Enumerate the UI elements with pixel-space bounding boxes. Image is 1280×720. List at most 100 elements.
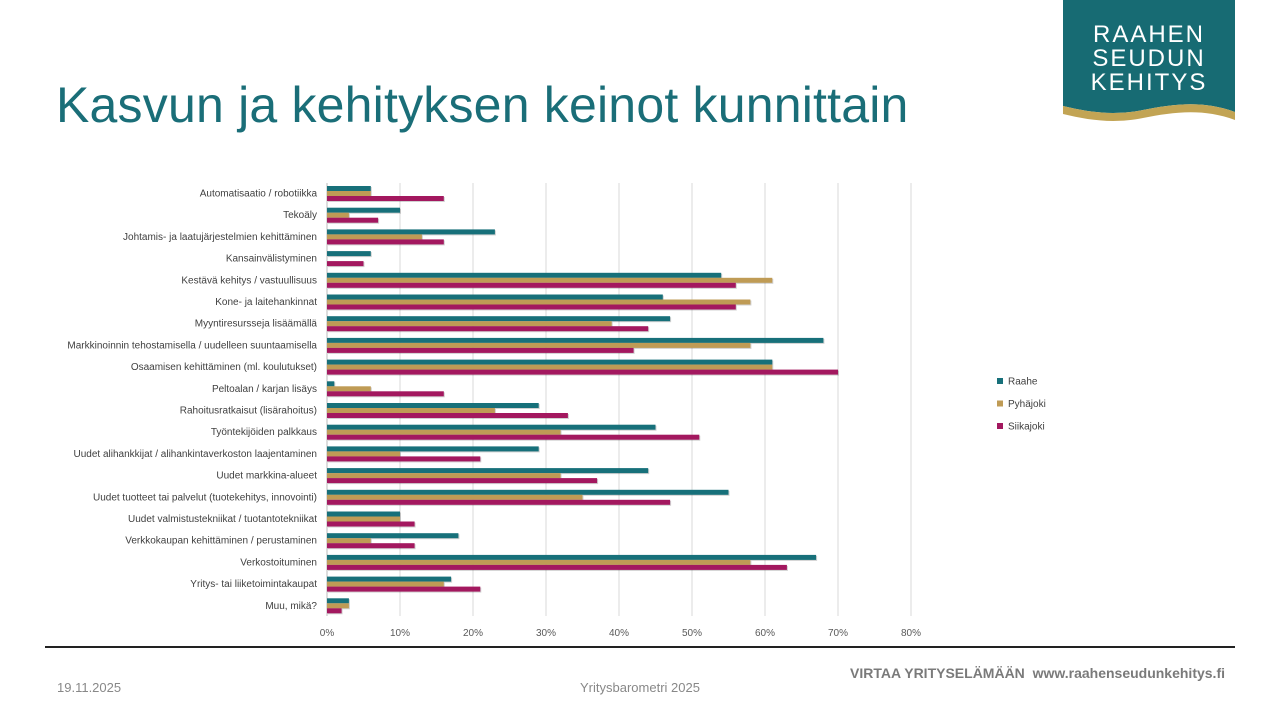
bar-raahe: [327, 424, 656, 430]
bar-raahe: [327, 533, 459, 539]
bar-pyhäjoki: [327, 191, 371, 196]
footer-center-text: Yritysbarometri 2025: [580, 680, 700, 695]
category-label: Muu, mikä?: [265, 601, 317, 612]
bar-pyhäjoki: [327, 538, 371, 544]
bar-siikajoki: [327, 239, 444, 245]
category-label: Tekoäly: [283, 210, 317, 221]
logo-line-1: RAAHEN: [1093, 21, 1205, 48]
bar-siikajoki: [327, 391, 444, 397]
category-label: Automatisaatio / robotiikka: [200, 189, 318, 200]
bar-siikajoki: [327, 413, 568, 418]
bar-siikajoki: [327, 456, 481, 462]
bar-pyhäjoki: [327, 277, 773, 283]
category-label: Työntekijöiden palkkaus: [211, 427, 317, 438]
bar-siikajoki: [327, 261, 364, 267]
legend-label: Raahe: [1008, 377, 1038, 388]
category-label: Yritys- tai liiketoimintakaupat: [190, 579, 317, 590]
bar-raahe: [327, 207, 400, 213]
bar-pyhäjoki: [327, 451, 400, 457]
logo-line-3: KEHITYS: [1091, 69, 1208, 96]
footer-divider: [45, 646, 1235, 648]
footer-right: VIRTAA YRITYSELÄMÄÄN www.raahenseudunkeh…: [850, 665, 1225, 681]
bar-raahe: [327, 337, 824, 343]
bar-raahe: [327, 316, 671, 322]
bar-siikajoki: [327, 304, 736, 310]
bar-raahe: [327, 446, 539, 452]
bar-raahe: [327, 251, 371, 257]
bar-siikajoki: [327, 326, 649, 332]
category-label: Markkinoinnin tehostamisella / uudelleen…: [67, 340, 317, 351]
logo-background: [1063, 0, 1235, 113]
bar-siikajoki: [327, 217, 379, 223]
x-tick-label: 10%: [390, 628, 410, 639]
category-label: Verkostoituminen: [240, 557, 317, 568]
bar-raahe: [327, 468, 649, 474]
bar-pyhäjoki: [327, 212, 349, 218]
category-label: Uudet markkina-alueet: [216, 471, 317, 482]
bar-pyhäjoki: [327, 342, 751, 348]
bar-raahe: [327, 403, 539, 408]
bar-raahe: [327, 598, 349, 604]
x-tick-label: 20%: [463, 628, 483, 639]
bar-siikajoki: [327, 478, 598, 484]
category-label: Peltoalan / karjan lisäys: [212, 384, 317, 395]
slide-title: Kasvun ja kehityksen keinot kunnittain: [56, 77, 909, 133]
footer-date: 19.11.2025: [57, 680, 122, 695]
bar-raahe: [327, 511, 400, 517]
bar-siikajoki: [327, 586, 481, 592]
x-tick-label: 50%: [682, 628, 702, 639]
category-label: Johtamis- ja laatujärjestelmien kehittäm…: [123, 232, 317, 243]
bar-raahe: [327, 294, 663, 300]
x-tick-label: 60%: [755, 628, 775, 639]
bar-siikajoki: [327, 521, 415, 527]
bar-raahe: [327, 229, 495, 235]
bar-siikajoki: [327, 543, 415, 549]
bar-pyhäjoki: [327, 386, 371, 392]
bar-siikajoki: [327, 196, 444, 201]
footer-url: www.raahenseudunkehitys.fi: [1032, 665, 1225, 681]
bar-pyhäjoki: [327, 494, 583, 500]
category-label: Kone- ja laitehankinnat: [215, 297, 317, 308]
bar-pyhäjoki: [327, 299, 751, 305]
legend-label: Siikajoki: [1008, 422, 1045, 433]
bar-siikajoki: [327, 608, 342, 614]
category-label: Uudet valmistustekniikat / tuotantotekni…: [128, 514, 317, 525]
legend-swatch-raahe: [997, 378, 1003, 384]
x-tick-label: 30%: [536, 628, 556, 639]
category-label: Kestävä kehitys / vastuullisuus: [181, 275, 317, 286]
bar-pyhäjoki: [327, 321, 612, 327]
bar-raahe: [327, 186, 371, 191]
bar-siikajoki: [327, 369, 838, 375]
category-label: Osaamisen kehittäminen (ml. koulutukset): [131, 362, 317, 373]
bar-raahe: [327, 576, 452, 582]
bar-siikajoki: [327, 282, 736, 288]
category-label: Myyntiresursseja lisäämällä: [195, 319, 318, 330]
category-label: Rahoitusratkaisut (lisärahoitus): [180, 406, 317, 417]
category-label: Kansainvälistyminen: [226, 254, 317, 265]
bar-pyhäjoki: [327, 429, 561, 435]
bar-pyhäjoki: [327, 408, 495, 413]
logo: RAAHEN SEUDUN KEHITYS: [1063, 0, 1235, 121]
bar-pyhäjoki: [327, 234, 422, 240]
category-label: Verkkokaupan kehittäminen / perustaminen: [125, 536, 317, 547]
x-tick-label: 40%: [609, 628, 629, 639]
bar-raahe: [327, 359, 773, 365]
bar-siikajoki: [327, 434, 700, 440]
bar-siikajoki: [327, 564, 787, 570]
bar-pyhäjoki: [327, 559, 751, 565]
bar-siikajoki: [327, 499, 671, 505]
footer-slogan: VIRTAA YRITYSELÄMÄÄN: [850, 665, 1025, 681]
x-tick-label: 80%: [901, 628, 921, 639]
x-tick-label: 0%: [320, 628, 335, 639]
bar-pyhäjoki: [327, 603, 349, 609]
category-label: Uudet alihankkijat / alihankintaverkosto…: [74, 449, 317, 460]
logo-line-2: SEUDUN: [1092, 45, 1205, 72]
logo-wave: [1063, 104, 1235, 121]
bar-siikajoki: [327, 347, 634, 353]
bar-raahe: [327, 554, 817, 560]
bar-raahe: [327, 489, 729, 495]
legend-label: Pyhäjoki: [1008, 399, 1046, 410]
bar-pyhäjoki: [327, 516, 400, 522]
legend-swatch-siikajoki: [997, 423, 1003, 429]
